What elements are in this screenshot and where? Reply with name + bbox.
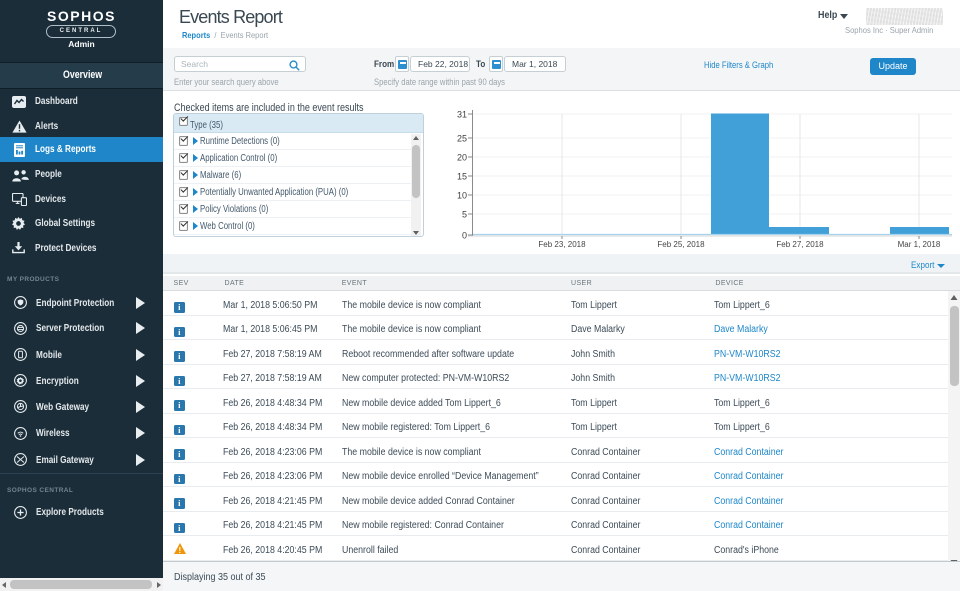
svg-text:Feb 23, 2018: Feb 23, 2018 bbox=[538, 240, 586, 249]
svg-text:Mar 1, 2018: Mar 1, 2018 bbox=[898, 240, 941, 249]
svg-text:20: 20 bbox=[457, 153, 467, 163]
svg-text:5: 5 bbox=[462, 210, 467, 220]
svg-text:Feb 25, 2018: Feb 25, 2018 bbox=[657, 240, 705, 249]
svg-text:0: 0 bbox=[462, 231, 467, 241]
svg-text:Feb 27, 2018: Feb 27, 2018 bbox=[776, 240, 824, 249]
svg-text:25: 25 bbox=[457, 134, 467, 144]
svg-text:10: 10 bbox=[457, 191, 467, 201]
svg-text:31: 31 bbox=[457, 110, 467, 120]
svg-text:15: 15 bbox=[457, 172, 467, 182]
